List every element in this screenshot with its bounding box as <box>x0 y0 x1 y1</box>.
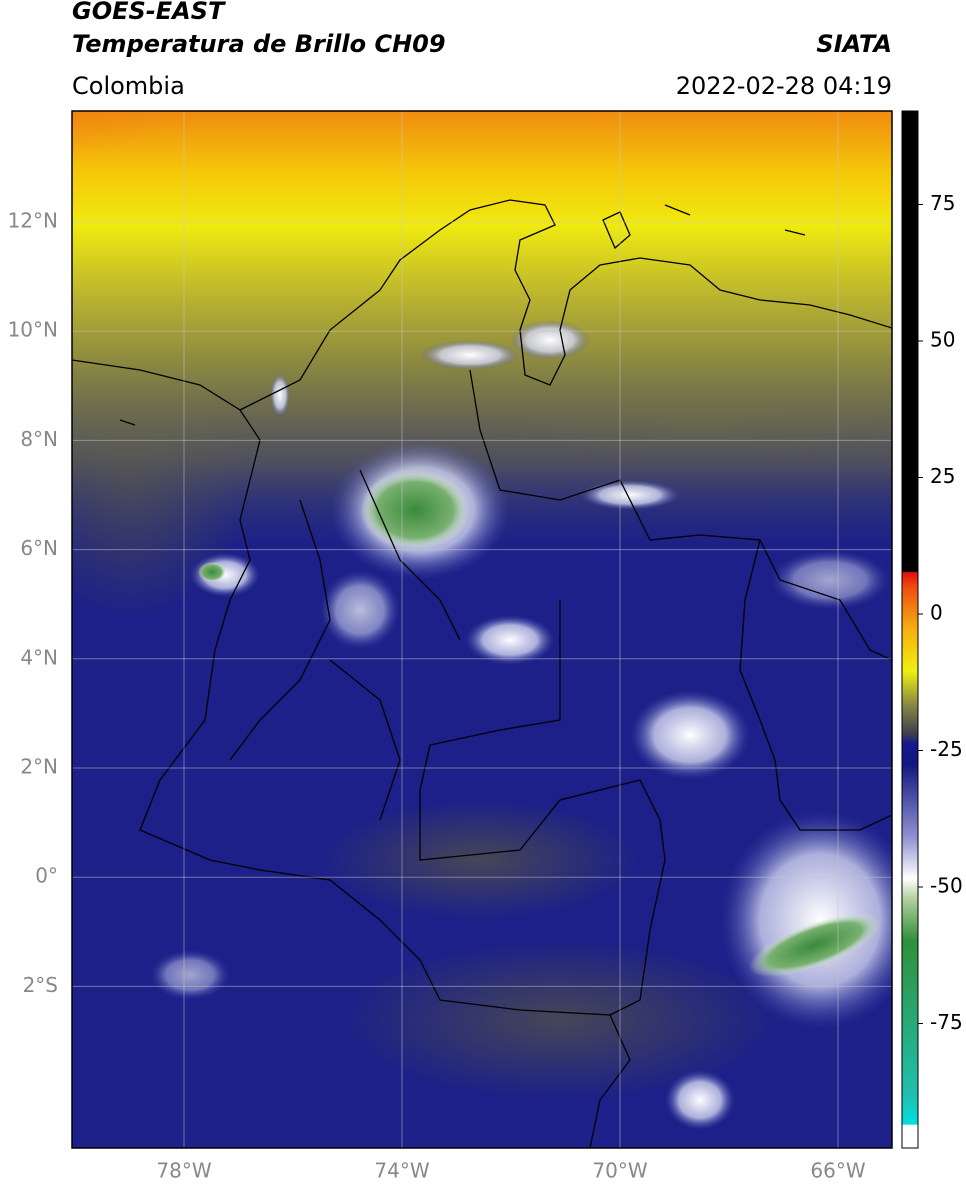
colorbar-tick-label: -50 <box>930 874 963 898</box>
lon-label: 66°W <box>810 1159 865 1183</box>
subtitle: Temperatura de Brillo CH09 <box>72 30 446 58</box>
title: GOES-EAST <box>72 0 226 25</box>
lat-label: 6°N <box>20 536 58 560</box>
lon-label: 78°W <box>156 1159 211 1183</box>
lat-label: 0° <box>35 864 58 888</box>
satellite-image <box>72 111 892 1148</box>
colorbar-tick-label: -25 <box>930 737 963 761</box>
borders <box>72 199 892 1148</box>
region: Colombia <box>72 72 185 100</box>
lat-label: 2°N <box>20 755 58 779</box>
labels: 12°N 10°N 8°N 6°N 4°N 2°N 0° 2°S 78°W 74°W 70°W 66°… <box>8 191 963 1183</box>
lon-label: 74°W <box>374 1159 429 1183</box>
lat-label: 4°N <box>20 645 58 669</box>
agency: SIATA <box>816 30 892 58</box>
lat-label: 8°N <box>20 427 58 451</box>
lat-label: 10°N <box>8 318 58 342</box>
colorbar-tick-label: -75 <box>930 1010 963 1034</box>
map-frame <box>71 110 893 1149</box>
colorbar <box>901 110 919 1149</box>
lat-label: 2°S <box>23 973 58 997</box>
colorbar-tick-label: 50 <box>930 328 955 352</box>
graticule <box>72 111 892 1148</box>
colorbar-tick-label: 25 <box>930 464 955 488</box>
colorbar-tick-label: 0 <box>930 601 943 625</box>
timestamp: 2022-02-28 04:19 <box>676 72 892 100</box>
lat-label: 12°N <box>8 209 58 233</box>
colorbar-tick-label: 75 <box>930 191 955 215</box>
lon-label: 70°W <box>592 1159 647 1183</box>
